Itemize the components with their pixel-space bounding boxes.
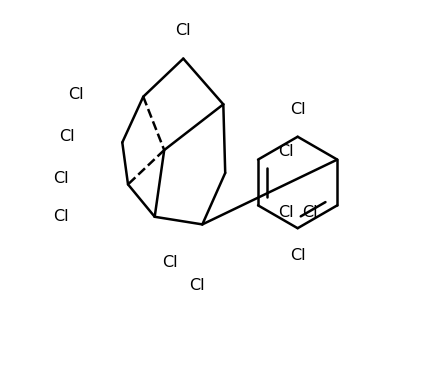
Text: Cl: Cl bbox=[53, 209, 69, 224]
Text: Cl: Cl bbox=[162, 255, 177, 270]
Text: Cl: Cl bbox=[68, 87, 84, 102]
Text: Cl: Cl bbox=[289, 248, 305, 263]
Text: Cl: Cl bbox=[59, 129, 74, 144]
Text: Cl: Cl bbox=[277, 144, 293, 159]
Text: Cl: Cl bbox=[188, 278, 204, 293]
Text: Cl: Cl bbox=[301, 205, 317, 220]
Text: Cl: Cl bbox=[277, 205, 293, 220]
Text: Cl: Cl bbox=[175, 23, 191, 38]
Text: Cl: Cl bbox=[53, 171, 69, 186]
Text: Cl: Cl bbox=[289, 102, 305, 117]
